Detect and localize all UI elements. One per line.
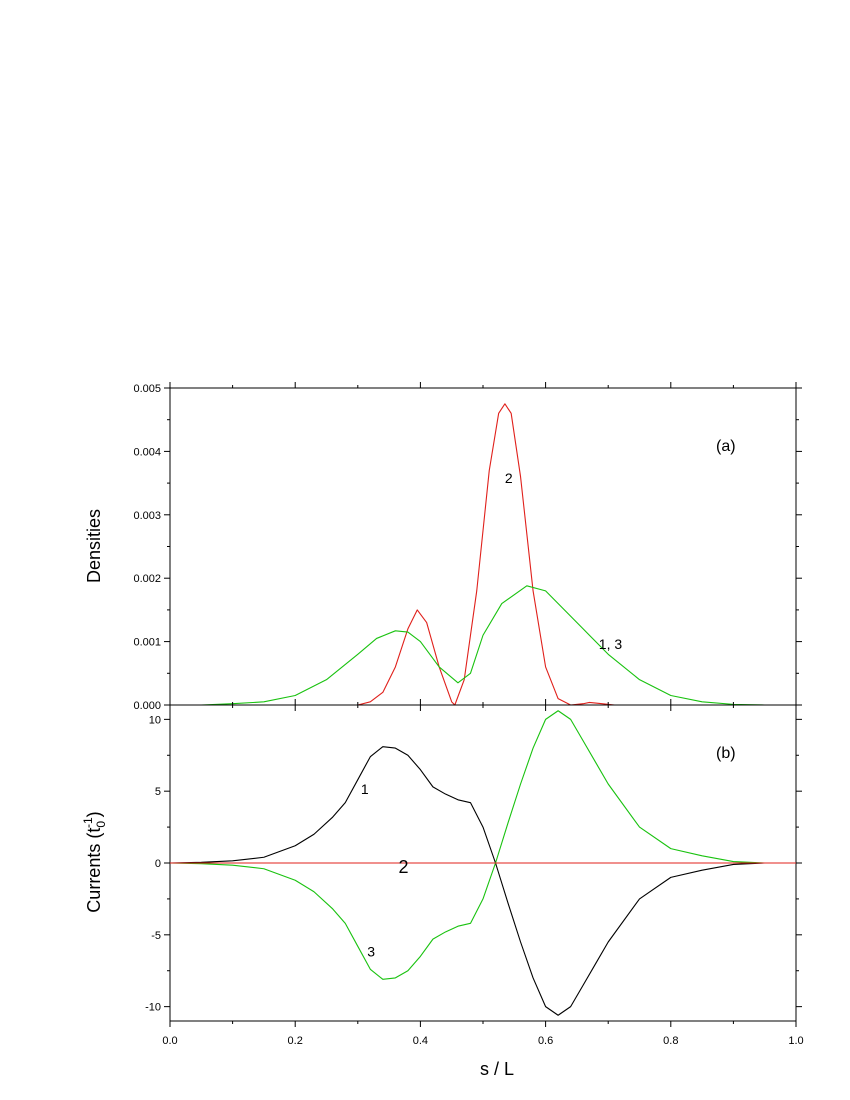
y-tick-label: 0.000: [133, 700, 161, 712]
series-line-1: [169, 746, 796, 1016]
x-tick-label: 0.8: [663, 1035, 678, 1047]
x-tick-label: 0.6: [538, 1035, 553, 1047]
x-tick-label: 0.2: [288, 1035, 303, 1047]
series-line-3: [169, 710, 796, 980]
series-annotation: 2: [505, 470, 513, 486]
panel-a-annotations: 2 1, 3: [505, 470, 622, 652]
y-tick-label: 0: [155, 858, 161, 870]
x-tick-label: 0.0: [162, 1035, 177, 1047]
x-axis-title: s / L: [480, 1059, 514, 1079]
y-tick-label: 0.003: [133, 510, 161, 522]
y-tick-label: 0.004: [133, 446, 161, 458]
panel-a-ylabel: Densities: [84, 509, 104, 583]
y-tick-label: 0.001: [133, 637, 161, 649]
y-tick-label: 10: [149, 714, 161, 726]
series-annotation: 1: [361, 781, 369, 797]
panel-b-ylabel-main: Currents (t: [84, 828, 104, 913]
panel-a-label: (a): [716, 438, 736, 455]
y-tick-label: -5: [151, 930, 161, 942]
series-annotation: 1, 3: [599, 636, 623, 652]
series-annotation: 3: [367, 943, 375, 959]
y-tick-label: 0.005: [133, 383, 161, 395]
panel-b-annotations: 1 3 2: [361, 781, 409, 959]
panel-b-series: [169, 710, 796, 1016]
x-tick-label: 1.0: [788, 1035, 803, 1047]
panel-b-ylabel-sup: -1: [81, 817, 95, 828]
x-tick-label: 0.4: [413, 1035, 428, 1047]
panel-b-ylabel-sub: 0: [94, 821, 108, 828]
panel-b-tick-labels: 0.0 0.2 0.4 0.6 0.8 1.0 -10 -5 0 5 10: [145, 714, 804, 1047]
panel-b-label: (b): [716, 745, 736, 762]
series-line-2: [170, 403, 796, 706]
y-tick-label: 0.002: [133, 573, 161, 585]
panel-a-ticks: [164, 382, 802, 711]
y-tick-label: 5: [155, 786, 161, 798]
panel-b-ylabel-end: ): [84, 811, 104, 817]
panel-b-ylabel: Currents (t0-1): [81, 811, 108, 912]
panel-a-tick-labels: 0.000 0.001 0.002 0.003 0.004 0.005: [133, 383, 161, 712]
panel-a-series: [170, 403, 796, 706]
series-line-1-3: [170, 585, 796, 706]
y-tick-label: -10: [145, 1002, 161, 1014]
panel-a-frame: [169, 387, 797, 706]
panel-a-densities: 0.000 0.001 0.002 0.003 0.004 0.005 2 1, 3 (a)…: [84, 382, 802, 712]
panel-b-ticks: [164, 699, 802, 1027]
series-annotation: 2: [398, 857, 408, 877]
